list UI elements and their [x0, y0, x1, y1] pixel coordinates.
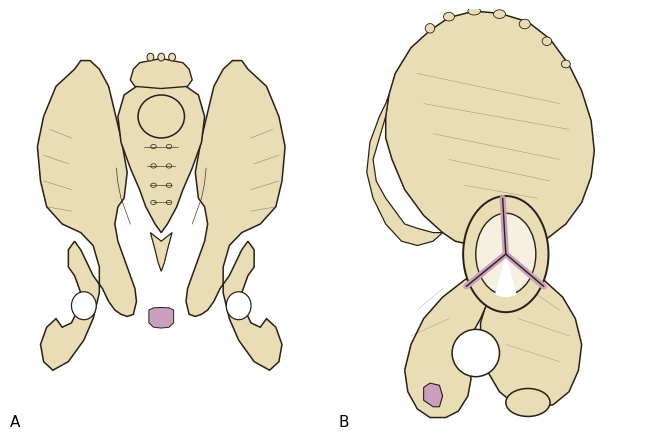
Polygon shape [186, 60, 285, 370]
Circle shape [463, 196, 548, 312]
Polygon shape [367, 95, 442, 246]
Polygon shape [404, 254, 506, 418]
Polygon shape [481, 254, 582, 409]
Ellipse shape [542, 37, 551, 46]
Polygon shape [386, 11, 594, 250]
Wedge shape [495, 254, 517, 297]
Polygon shape [118, 80, 204, 233]
Ellipse shape [468, 7, 481, 15]
Ellipse shape [493, 10, 506, 18]
Ellipse shape [138, 95, 184, 138]
Ellipse shape [519, 19, 530, 29]
Ellipse shape [147, 53, 154, 61]
Ellipse shape [443, 13, 455, 21]
Ellipse shape [169, 53, 175, 61]
Ellipse shape [226, 292, 251, 320]
Ellipse shape [506, 388, 550, 417]
Ellipse shape [452, 329, 499, 377]
Polygon shape [150, 233, 172, 271]
Ellipse shape [72, 292, 96, 320]
Polygon shape [130, 58, 192, 89]
Text: A: A [10, 415, 20, 431]
Ellipse shape [561, 60, 570, 68]
Ellipse shape [158, 53, 164, 61]
Polygon shape [37, 60, 137, 370]
Text: B: B [338, 415, 349, 431]
Circle shape [476, 213, 536, 295]
Polygon shape [424, 383, 442, 407]
Ellipse shape [425, 24, 435, 33]
Polygon shape [149, 307, 174, 328]
